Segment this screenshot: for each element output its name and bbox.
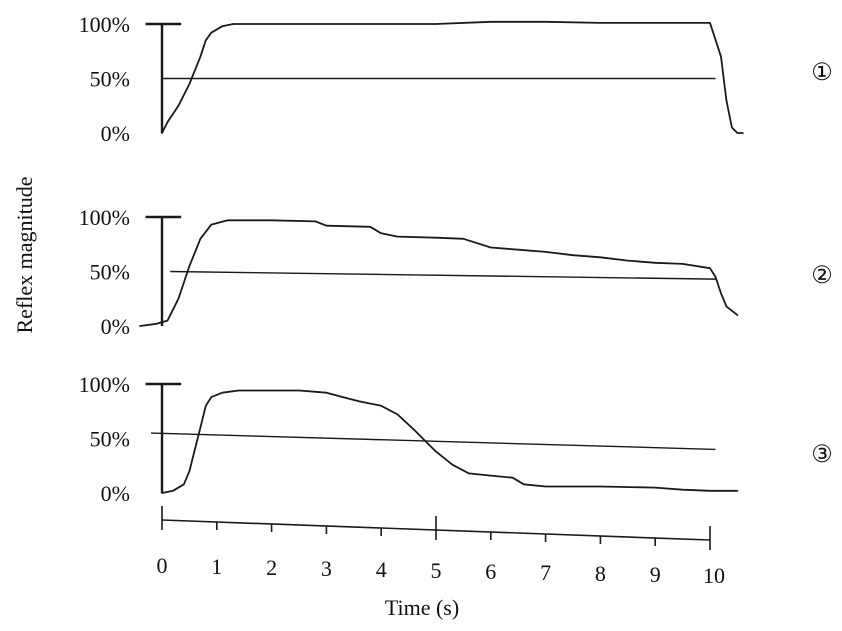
y-tick-label: 50% bbox=[90, 427, 130, 452]
reflex-trace bbox=[161, 20, 744, 134]
y-tick-label: 50% bbox=[90, 67, 130, 92]
reflex-trace bbox=[139, 219, 739, 327]
x-tick-label: 3 bbox=[321, 556, 332, 581]
y-tick-label: 0% bbox=[101, 314, 130, 339]
x-tick-label: 1 bbox=[211, 554, 222, 579]
y-tick-label: 100% bbox=[79, 372, 130, 397]
x-tick-label: 0 bbox=[157, 553, 168, 578]
x-tick-label: 10 bbox=[703, 563, 725, 588]
y-tick-label: 100% bbox=[79, 12, 130, 37]
x-tick-label: 4 bbox=[376, 557, 387, 582]
y-tick-label: 0% bbox=[101, 121, 130, 146]
x-tick-label: 7 bbox=[540, 560, 551, 585]
x-tick-label: 6 bbox=[485, 559, 496, 584]
x-tick-label: 5 bbox=[431, 558, 442, 583]
panel-id-label: ③ bbox=[811, 442, 833, 468]
x-axis-title: Time (s) bbox=[385, 595, 459, 620]
y-tick-label: 50% bbox=[90, 260, 130, 285]
reference-line bbox=[151, 432, 716, 451]
y-axis-title: Reflex magnitude bbox=[12, 176, 37, 333]
x-tick-label: 2 bbox=[266, 555, 277, 580]
panel-3: 0% 50% 100% ③ bbox=[79, 372, 833, 506]
x-axis: 0 1 2 3 4 5 6 7 8 9 10 bbox=[157, 506, 725, 588]
reflex-trace bbox=[161, 389, 739, 494]
x-tick-label: 8 bbox=[595, 561, 606, 586]
x-tick-label: 9 bbox=[650, 562, 661, 587]
panel-1: 0% 50% 100% ① bbox=[79, 12, 833, 146]
panel-2: 0% 50% 100% ② bbox=[79, 205, 833, 339]
y-tick-label: 100% bbox=[79, 205, 130, 230]
reference-line bbox=[170, 270, 716, 280]
y-tick-label: 0% bbox=[101, 481, 130, 506]
panel-id-label: ② bbox=[811, 263, 833, 289]
panel-id-label: ① bbox=[811, 60, 833, 86]
